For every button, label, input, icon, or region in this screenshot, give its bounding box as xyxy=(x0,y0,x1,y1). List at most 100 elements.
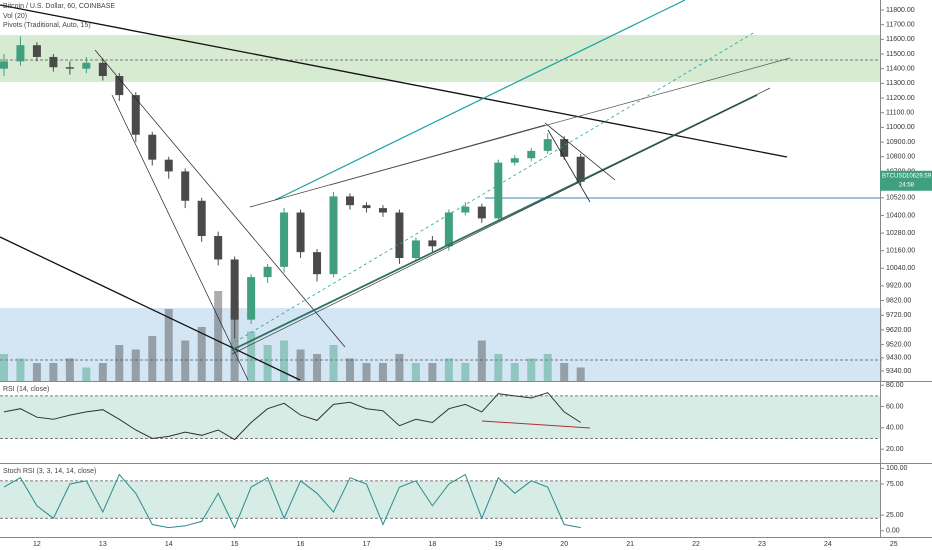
indicator-label: Pivots (Traditional, Auto, 15) xyxy=(3,22,91,29)
volume-bar xyxy=(263,345,272,381)
y-tick-label: 40.00 xyxy=(886,425,904,432)
y-tick-label: 100.00 xyxy=(886,465,908,472)
volume-bar xyxy=(543,354,552,381)
candle-body xyxy=(378,208,387,213)
price-symbol: BTCUSD xyxy=(882,173,907,179)
x-tick-label: 15 xyxy=(231,541,239,548)
volume-bar xyxy=(296,349,305,381)
volume-bar xyxy=(131,349,140,381)
x-tick-label: 13 xyxy=(99,541,107,548)
candle-body xyxy=(280,212,289,267)
demand-zone xyxy=(0,308,882,381)
volume-bar xyxy=(164,309,173,381)
candle-body xyxy=(296,212,305,253)
volume-bar xyxy=(477,340,486,381)
indicator-line xyxy=(3,392,581,441)
x-tick-label: 23 xyxy=(758,541,766,548)
trendline xyxy=(329,57,791,186)
y-tick-label: 20.00 xyxy=(886,446,904,453)
y-tick-label: 9340.00 xyxy=(886,368,911,375)
candle-body xyxy=(16,45,25,62)
volume-bar xyxy=(461,363,470,381)
volume-bar xyxy=(560,363,569,381)
candle-body xyxy=(197,200,206,236)
candle-body xyxy=(65,67,74,69)
volume-bar xyxy=(65,358,74,381)
volume-bar xyxy=(0,354,8,381)
candle-body xyxy=(148,134,157,160)
volume-bar xyxy=(230,300,239,381)
x-tick-label: 16 xyxy=(297,541,305,548)
chart-title: Bitcoin / U.S. Dollar, 60, COINBASE xyxy=(3,3,115,10)
y-tick-label: 75.00 xyxy=(886,481,904,488)
y-tick-label: 0.00 xyxy=(886,528,900,535)
y-tick-label: 10800.00 xyxy=(886,154,915,161)
indicator-line xyxy=(3,473,581,529)
volume-bar xyxy=(82,367,91,381)
y-tick-label: 9920.00 xyxy=(886,283,911,290)
x-tick-label: 21 xyxy=(626,541,634,548)
countdown: 24:58 xyxy=(899,182,915,188)
candle-body xyxy=(32,45,41,57)
candle-body xyxy=(510,158,519,163)
y-tick-label: 10400.00 xyxy=(886,212,915,219)
y-tick-label: 9620.00 xyxy=(886,327,911,334)
indicator-label: Vol (20) xyxy=(3,13,27,20)
candle-body xyxy=(395,212,404,259)
trendline xyxy=(0,4,788,158)
y-tick-label: 11700.00 xyxy=(886,22,915,29)
volume-bar xyxy=(576,367,585,381)
candle-body xyxy=(543,139,552,151)
x-tick-label: 12 xyxy=(33,541,41,548)
candle-body xyxy=(0,61,8,69)
x-tick-label: 19 xyxy=(494,541,502,548)
candle-body xyxy=(181,171,190,201)
divergence-line xyxy=(481,420,591,429)
volume-bar xyxy=(16,358,25,381)
candle-body xyxy=(214,235,223,260)
y-tick-label: 10520.00 xyxy=(886,195,915,202)
y-tick-label: 11400.00 xyxy=(886,66,915,73)
band xyxy=(0,480,880,519)
volume-bar xyxy=(362,363,371,381)
price-value: 10629.59 xyxy=(906,173,932,179)
y-tick-label: 10900.00 xyxy=(886,139,915,146)
y-tick-label: 11500.00 xyxy=(886,51,915,58)
supply-zone xyxy=(0,35,880,82)
candle-body xyxy=(461,206,470,213)
x-tick-label: 22 xyxy=(692,541,700,548)
y-tick-label: 25.00 xyxy=(886,512,904,519)
volume-bar xyxy=(411,363,420,381)
y-tick-label: 11800.00 xyxy=(886,7,915,14)
y-tick-label: 11200.00 xyxy=(886,95,915,102)
volume-bar xyxy=(494,354,503,381)
candle-body xyxy=(115,76,124,96)
volume-bar xyxy=(510,363,519,381)
candle-body xyxy=(494,162,503,219)
volume-bar xyxy=(98,363,107,381)
volume-bar xyxy=(49,363,58,381)
volume-bar xyxy=(148,336,157,381)
volume-bar xyxy=(214,291,223,381)
y-tick-label: 10280.00 xyxy=(886,230,915,237)
volume-bar xyxy=(197,327,206,381)
y-tick-label: 9720.00 xyxy=(886,312,911,319)
trendline xyxy=(547,129,591,203)
candle-body xyxy=(164,159,173,172)
candle-body xyxy=(329,196,338,275)
x-tick-label: 20 xyxy=(560,541,568,548)
volume-bar xyxy=(395,354,404,381)
trendline xyxy=(94,49,346,348)
volume-bar xyxy=(313,354,322,381)
indicator-label: Stoch RSI (3, 3, 14, 14, close) xyxy=(3,468,96,475)
volume-bar xyxy=(345,358,354,381)
volume-bar xyxy=(181,340,190,381)
volume-bar xyxy=(444,358,453,381)
y-tick-label: 11000.00 xyxy=(886,124,915,131)
candle-body xyxy=(247,277,256,320)
volume-bar xyxy=(280,340,289,381)
volume-bar xyxy=(378,363,387,381)
drawings xyxy=(0,0,791,429)
y-tick-label: 9430.00 xyxy=(886,355,911,362)
